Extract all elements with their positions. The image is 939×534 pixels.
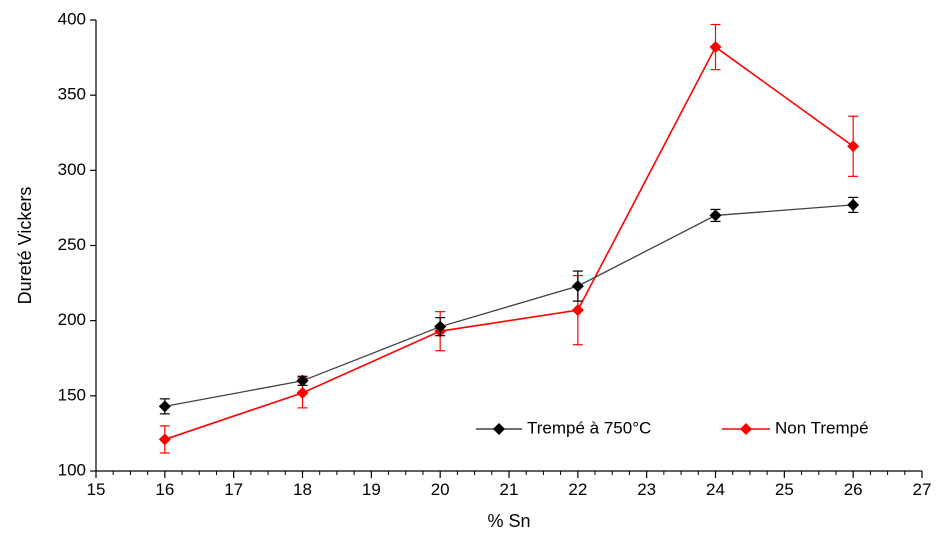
x-tick-label: 15 — [87, 480, 106, 499]
x-tick-label: 26 — [844, 480, 863, 499]
data-point — [296, 374, 309, 387]
series-line — [164, 204, 854, 407]
y-tick-label: 400 — [58, 9, 86, 28]
y-axis-title: Dureté Vickers — [15, 187, 35, 305]
legend-item-1: Non Trempé — [722, 418, 869, 437]
legend-label: Non Trempé — [775, 418, 869, 437]
data-point — [571, 304, 584, 317]
x-tick-label: 25 — [775, 480, 794, 499]
legend-marker — [493, 423, 505, 435]
series-0 — [158, 196, 860, 415]
x-tick-label: 20 — [431, 480, 450, 499]
y-tick-label: 200 — [58, 310, 86, 329]
y-axis-title-group: Dureté Vickers — [15, 187, 35, 305]
legend: Trempé à 750°C Non Trempé — [476, 418, 869, 437]
x-tick-label: 22 — [568, 480, 587, 499]
y-tick-label: 150 — [58, 385, 86, 404]
data-point — [434, 320, 447, 333]
y-tick-label: 250 — [58, 235, 86, 254]
x-tick-label: 18 — [293, 480, 312, 499]
y-tick-label: 300 — [58, 160, 86, 179]
data-point — [709, 41, 722, 54]
data-point — [296, 386, 309, 399]
x-tick-label: 19 — [362, 480, 381, 499]
y-tick-label: 350 — [58, 85, 86, 104]
x-tick-label: 23 — [637, 480, 656, 499]
data-point — [847, 140, 860, 153]
x-tick-label: 27 — [913, 480, 932, 499]
x-tick-label: 17 — [224, 480, 243, 499]
data-point — [709, 209, 722, 222]
axes: 100 150 200 250 300 350 400 15 16 17 18 19 20 21 22 23 2… — [58, 9, 932, 499]
x-tick-label: 16 — [155, 480, 174, 499]
series-layer — [158, 23, 860, 454]
x-tick-label: 24 — [706, 480, 725, 499]
legend-marker — [740, 423, 752, 435]
legend-item-0: Trempé à 750°C — [476, 418, 651, 437]
y-tick-label: 100 — [58, 460, 86, 479]
x-axis-title: % Sn — [487, 511, 530, 531]
data-point — [571, 280, 584, 293]
series-line — [164, 45, 854, 441]
data-point — [158, 433, 171, 446]
legend-label: Trempé à 750°C — [527, 418, 651, 437]
series-1 — [158, 23, 860, 454]
data-point — [158, 400, 171, 413]
data-point — [847, 198, 860, 211]
x-tick-label: 21 — [500, 480, 519, 499]
